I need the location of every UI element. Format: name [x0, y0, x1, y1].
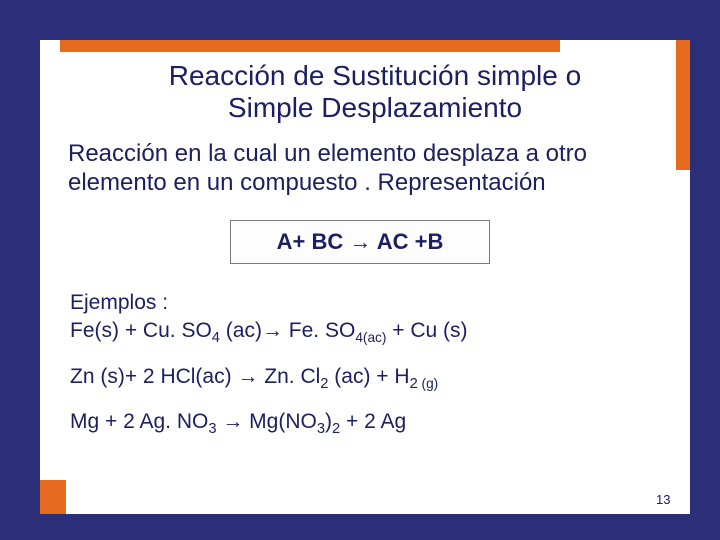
- example-equation-3: Mg + 2 Ag. NO3 → Mg(NO3)2 + 2 Ag: [70, 409, 670, 439]
- eq3-part-a: Mg + 2 Ag. NO: [70, 410, 208, 433]
- eq1-sub-d: 4(ac): [355, 330, 386, 345]
- eq1-sub-b: 4: [212, 330, 220, 346]
- examples-label: Ejemplos :: [70, 290, 670, 316]
- examples-block: Ejemplos : Fe(s) + Cu. SO4 (ac)→ Fe. SO4…: [70, 290, 670, 441]
- title-line-1: Reacción de Sustitución simple o: [169, 60, 581, 91]
- formula-text: A+ BC → AC +B: [277, 229, 444, 255]
- decoration-left-block: [40, 480, 66, 514]
- eq2-part-a: Zn (s)+ 2 HCl(ac) → Zn. Cl: [70, 365, 320, 388]
- eq3-part-e: ): [325, 410, 332, 433]
- eq2-sub-d: 2: [410, 376, 418, 392]
- eq2-part-c: (ac) + H: [328, 365, 409, 388]
- decoration-right-bar: [676, 40, 690, 170]
- eq2-part-e: (g): [418, 376, 438, 391]
- eq1-part-c: (ac)→ Fe. SO: [220, 319, 355, 342]
- body-line-2: elemento en un compuesto . Representació…: [68, 169, 546, 196]
- definition-text: Reacción en la cual un elemento desplaza…: [68, 140, 668, 198]
- eq3-sub-d: 3: [317, 422, 325, 438]
- decoration-top-bar: [60, 40, 560, 52]
- eq3-part-c: → Mg(NO: [217, 410, 317, 433]
- slide: Reacción de Sustitución simple o Simple …: [0, 0, 720, 540]
- eq3-part-g: + 2 Ag: [340, 410, 406, 433]
- example-equation-1: Fe(s) + Cu. SO4 (ac)→ Fe. SO4(ac) + Cu (…: [70, 318, 670, 348]
- slide-title: Reacción de Sustitución simple o Simple …: [110, 60, 640, 124]
- body-line-1: Reacción en la cual un elemento desplaza…: [68, 140, 587, 167]
- example-equation-2: Zn (s)+ 2 HCl(ac) → Zn. Cl2 (ac) + H2 (g…: [70, 364, 670, 394]
- eq1-part-a: Fe(s) + Cu. SO: [70, 319, 212, 342]
- eq3-sub-b: 3: [208, 422, 216, 438]
- title-line-2: Simple Desplazamiento: [228, 92, 522, 123]
- formula-box: A+ BC → AC +B: [230, 220, 490, 264]
- eq3-sub-f: 2: [332, 422, 340, 438]
- eq1-part-e: + Cu (s): [386, 319, 467, 342]
- page-number: 13: [656, 492, 670, 507]
